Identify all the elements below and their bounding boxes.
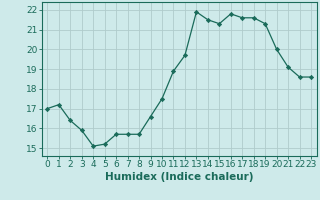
X-axis label: Humidex (Indice chaleur): Humidex (Indice chaleur) [105, 172, 253, 182]
